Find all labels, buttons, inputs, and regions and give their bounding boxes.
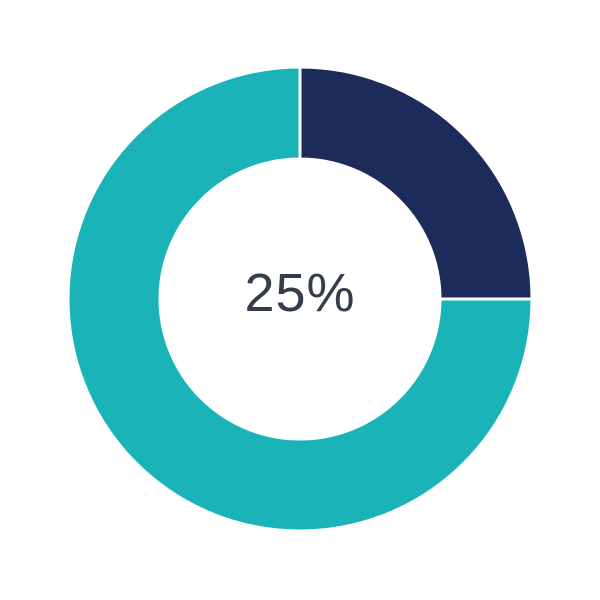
- center-percent-label: 25%: [244, 263, 356, 323]
- donut-slice-0: [298, 65, 534, 301]
- donut-slice-1: [66, 65, 534, 533]
